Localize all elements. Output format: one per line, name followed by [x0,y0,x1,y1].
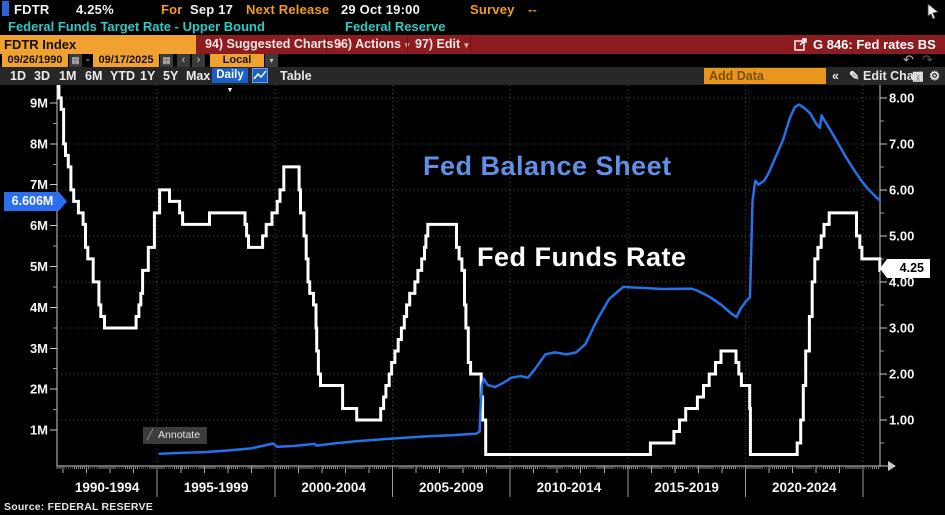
annotate-chart-icon[interactable]: ▨ [912,69,924,83]
period-6m[interactable]: 6M [85,69,103,83]
left-axis-tick-label: 9M [30,95,48,110]
right-axis-tick-label: 7.00 [889,136,914,151]
next-release-label: Next Release [246,2,330,17]
end-date-input[interactable]: 09/17/2025 [93,54,159,67]
fed-funds-series-label: Fed Funds Rate [477,242,687,272]
period-ytd[interactable]: YTD [110,69,135,83]
security-color-bar-icon [2,1,9,16]
collapse-panel-icon[interactable]: « [832,69,839,83]
left-axis-tick-label: 4M [30,300,48,315]
security-description-bar: Federal Funds Target Rate - Upper Bound … [0,18,945,35]
x-axis-block-label: 2005-2009 [419,480,484,495]
survey-value: -- [528,2,538,17]
x-axis-block-label: 2020-2024 [772,480,837,495]
menu-divider [470,37,471,52]
currency-caret-icon[interactable]: ▾ [265,54,278,67]
actions-menu[interactable]: 96) Actions▾ [334,35,409,54]
undo-icon[interactable]: ↶ [903,52,914,67]
ticker: FDTR [14,2,50,17]
period-3d[interactable]: 3D [34,69,50,83]
annotate-pencil-icon: ╱ [147,430,154,441]
right-axis-tick-label: 3.00 [889,320,914,335]
source-line: Source: FEDERAL RESERVE [4,501,153,513]
x-axis-block-label: 2010-2014 [537,480,602,495]
right-axis-tick-label: 4.00 [889,274,914,289]
export-icon[interactable] [794,38,808,51]
add-data-input[interactable]: Add Data [704,68,826,84]
for-date: Sep 17 [190,2,234,17]
left-axis-tick-label: 5M [30,259,48,274]
frequency-select[interactable]: Daily ▼ [212,68,248,94]
mouse-cursor-icon [927,3,939,20]
currency-select[interactable]: Local CCY [210,54,264,79]
left-axis-tick-label: 7M [30,177,48,192]
balance-sheet-series-label: Fed Balance Sheet [423,151,672,181]
menu-divider [326,37,327,52]
menu-divider [407,37,408,52]
date-range-bar: 09/26/1990 ▦ - 09/17/2025 ▦ ‹ › Local CC… [0,52,945,79]
x-axis-block-label: 1990-1994 [75,480,140,495]
security-source: Federal Reserve [345,19,446,34]
edit-menu[interactable]: 97) Edit ▾ [415,37,469,51]
line-chart-icon[interactable] [252,68,268,83]
period-1d[interactable]: 1D [10,69,26,83]
left-axis-tick-label: 2M [30,382,48,397]
next-period-button[interactable]: › [192,54,205,67]
chevron-down-icon: ▼ [226,87,234,94]
x-axis-block-label: 2015-2019 [654,480,719,495]
chart-tag-button[interactable]: G 846: Fed rates BS [813,37,936,52]
right-axis-tick-label: 8.00 [889,90,914,105]
chevron-down-icon: ▾ [464,40,469,50]
left-axis-tick-label: 3M [30,341,48,356]
title-bar: FDTR 4.25% For Sep 17 Next Release 29 Oc… [0,0,945,20]
period-max[interactable]: Max [186,69,211,83]
right-axis-tick-label: 6.00 [889,182,914,197]
next-release-value: 29 Oct 19:00 [341,2,421,17]
left-axis-tick-label: 8M [30,136,48,151]
right-axis-tick-label: 2.00 [889,366,914,381]
right-axis-tick-label: 5.00 [889,228,914,243]
menu-bar: FDTR Index 94) Suggested Charts ▾ 96) Act… [0,35,945,54]
period-5y[interactable]: 5Y [163,69,179,83]
calendar-icon[interactable]: ▦ [69,54,82,67]
annotate-button[interactable]: ╱ Annotate [143,427,208,444]
chevron-down-icon: ▾ [337,40,343,50]
last-price: 4.25% [76,2,114,17]
axis-ticks [50,97,887,497]
security-input[interactable]: FDTR Index [0,35,196,54]
right-axis-tick-label: 1.00 [889,412,914,427]
suggested-charts-menu[interactable]: 94) Suggested Charts ▾ [205,37,343,51]
left-axis-tick-label: 1M [30,423,48,438]
chart-toolbar: 1D 3D 1M 6M YTD 1Y 5Y Max Daily ▼ Table … [0,67,945,94]
axis-labels: 1M 2M 3M 4M 5M 6M 7M 8M 9M 1.00 2.00 3.00 4.00 5.00 6.… [30,90,914,495]
left-axis-tick-label: 6M [30,218,48,233]
start-date-input[interactable]: 09/26/1990 [2,54,68,67]
calendar-icon[interactable]: ▦ [160,54,173,67]
period-1y[interactable]: 1Y [140,69,156,83]
pencil-icon: ✎ [849,69,860,83]
fed-funds-rate-line [57,84,882,456]
x-axis-block-label: 2000-2004 [301,480,366,495]
balance-sheet-line [158,103,882,455]
axes [56,85,896,471]
prev-period-button[interactable]: ‹ [177,54,190,67]
security-name: Federal Funds Target Rate - Upper Bound [8,19,265,34]
period-1m[interactable]: 1M [59,69,77,83]
x-axis-block-label: 1995-1999 [184,480,249,495]
date-range-separator: - [86,54,90,66]
table-button[interactable]: Table [280,69,312,83]
edit-chart-button[interactable]: Edit Chart [863,69,923,83]
redo-icon[interactable]: ↷ [922,52,933,67]
last-value-badge-balance: 6.606M [4,192,67,211]
settings-gear-icon[interactable]: ⚙ [929,69,941,83]
gridlines [57,85,880,466]
for-label: For [161,2,183,17]
last-value-badge-rate: 4.25 [880,259,930,278]
survey-label: Survey [470,2,515,17]
